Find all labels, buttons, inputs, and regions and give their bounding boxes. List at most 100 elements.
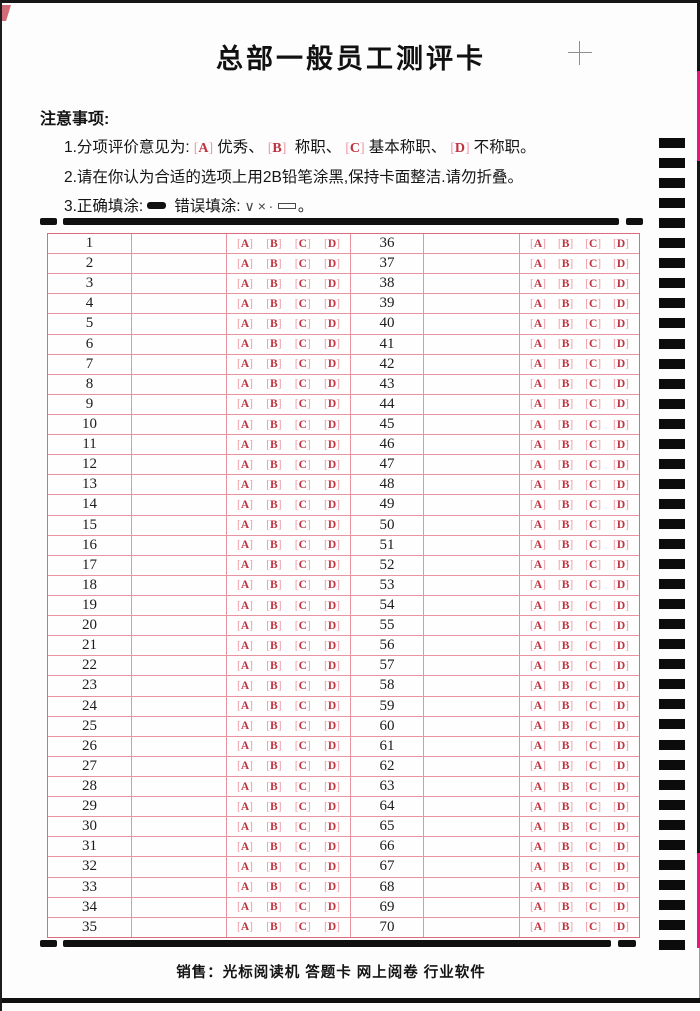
bubble-q35-d[interactable]: [D] xyxy=(323,921,340,934)
bubble-q21-c[interactable]: [C] xyxy=(294,639,311,652)
bubble-q23-d[interactable]: [D] xyxy=(323,679,340,692)
bubble-q1-a[interactable]: [A] xyxy=(237,237,253,250)
bubble-q65-a[interactable]: [A] xyxy=(530,820,546,833)
bubble-q2-c[interactable]: [C] xyxy=(294,257,311,270)
bubble-q4-c[interactable]: [C] xyxy=(294,297,311,310)
bubble-q36-c[interactable]: [C] xyxy=(585,237,602,250)
bubble-q37-b[interactable]: [B] xyxy=(557,257,574,270)
bubble-q62-b[interactable]: [B] xyxy=(557,760,574,773)
bubble-q12-d[interactable]: [D] xyxy=(323,458,340,471)
bubble-q36-a[interactable]: [A] xyxy=(530,237,546,250)
bubble-q30-c[interactable]: [C] xyxy=(294,820,311,833)
bubble-q53-d[interactable]: [D] xyxy=(612,579,629,592)
bubble-q5-d[interactable]: [D] xyxy=(323,317,340,330)
bubble-q39-d[interactable]: [D] xyxy=(612,297,629,310)
bubble-q38-b[interactable]: [B] xyxy=(557,277,574,290)
bubble-q41-b[interactable]: [B] xyxy=(557,338,574,351)
bubble-q41-c[interactable]: [C] xyxy=(585,338,602,351)
bubble-q40-d[interactable]: [D] xyxy=(612,317,629,330)
bubble-q31-c[interactable]: [C] xyxy=(294,840,311,853)
bubble-q69-a[interactable]: [A] xyxy=(530,901,546,914)
bubble-q14-c[interactable]: [C] xyxy=(294,498,311,511)
bubble-q28-c[interactable]: [C] xyxy=(294,780,311,793)
bubble-q35-c[interactable]: [C] xyxy=(294,921,311,934)
bubble-q31-a[interactable]: [A] xyxy=(237,840,253,853)
bubble-q35-a[interactable]: [A] xyxy=(237,921,253,934)
bubble-q3-c[interactable]: [C] xyxy=(294,277,311,290)
bubble-q14-b[interactable]: [B] xyxy=(266,498,282,511)
bubble-q58-a[interactable]: [A] xyxy=(530,679,546,692)
bubble-q49-b[interactable]: [B] xyxy=(557,498,574,511)
bubble-q24-b[interactable]: [B] xyxy=(266,700,282,713)
bubble-q39-a[interactable]: [A] xyxy=(530,297,546,310)
bubble-q42-c[interactable]: [C] xyxy=(585,358,602,371)
bubble-q53-a[interactable]: [A] xyxy=(530,579,546,592)
bubble-q10-a[interactable]: [A] xyxy=(237,418,253,431)
bubble-q27-a[interactable]: [A] xyxy=(237,760,253,773)
bubble-q55-d[interactable]: [D] xyxy=(612,619,629,632)
bubble-q49-d[interactable]: [D] xyxy=(612,498,629,511)
bubble-q46-c[interactable]: [C] xyxy=(585,438,602,451)
bubble-q60-c[interactable]: [C] xyxy=(585,720,602,733)
bubble-q63-a[interactable]: [A] xyxy=(530,780,546,793)
bubble-q24-d[interactable]: [D] xyxy=(323,700,340,713)
bubble-q12-b[interactable]: [B] xyxy=(266,458,282,471)
bubble-q43-b[interactable]: [B] xyxy=(557,378,574,391)
bubble-q6-d[interactable]: [D] xyxy=(323,338,340,351)
bubble-q35-b[interactable]: [B] xyxy=(266,921,282,934)
bubble-q9-b[interactable]: [B] xyxy=(266,398,282,411)
bubble-q42-a[interactable]: [A] xyxy=(530,358,546,371)
bubble-q19-c[interactable]: [C] xyxy=(294,599,311,612)
bubble-q67-b[interactable]: [B] xyxy=(557,860,574,873)
bubble-q13-a[interactable]: [A] xyxy=(237,478,253,491)
bubble-q53-b[interactable]: [B] xyxy=(557,579,574,592)
bubble-q21-d[interactable]: [D] xyxy=(323,639,340,652)
bubble-q14-a[interactable]: [A] xyxy=(237,498,253,511)
bubble-q57-b[interactable]: [B] xyxy=(557,659,574,672)
bubble-q8-c[interactable]: [C] xyxy=(294,378,311,391)
bubble-q57-a[interactable]: [A] xyxy=(530,659,546,672)
bubble-q62-a[interactable]: [A] xyxy=(530,760,546,773)
bubble-q15-b[interactable]: [B] xyxy=(266,519,282,532)
bubble-q33-b[interactable]: [B] xyxy=(266,881,282,894)
bubble-q29-d[interactable]: [D] xyxy=(323,800,340,813)
bubble-q7-d[interactable]: [D] xyxy=(323,358,340,371)
bubble-q46-a[interactable]: [A] xyxy=(530,438,546,451)
bubble-q5-c[interactable]: [C] xyxy=(294,317,311,330)
bubble-q60-a[interactable]: [A] xyxy=(530,720,546,733)
bubble-q37-d[interactable]: [D] xyxy=(612,257,629,270)
bubble-q65-c[interactable]: [C] xyxy=(585,820,602,833)
bubble-q50-b[interactable]: [B] xyxy=(557,519,574,532)
bubble-q51-c[interactable]: [C] xyxy=(585,539,602,552)
bubble-q6-c[interactable]: [C] xyxy=(294,338,311,351)
bubble-q24-a[interactable]: [A] xyxy=(237,700,253,713)
bubble-q33-d[interactable]: [D] xyxy=(323,881,340,894)
bubble-q16-c[interactable]: [C] xyxy=(294,539,311,552)
bubble-q48-a[interactable]: [A] xyxy=(530,478,546,491)
bubble-q4-a[interactable]: [A] xyxy=(237,297,253,310)
bubble-q58-b[interactable]: [B] xyxy=(557,679,574,692)
bubble-q6-a[interactable]: [A] xyxy=(237,338,253,351)
bubble-q59-b[interactable]: [B] xyxy=(557,700,574,713)
bubble-q21-a[interactable]: [A] xyxy=(237,639,253,652)
bubble-q49-c[interactable]: [C] xyxy=(585,498,602,511)
bubble-q70-d[interactable]: [D] xyxy=(612,921,629,934)
bubble-q49-a[interactable]: [A] xyxy=(530,498,546,511)
bubble-q60-b[interactable]: [B] xyxy=(557,720,574,733)
bubble-q55-b[interactable]: [B] xyxy=(557,619,574,632)
bubble-q51-b[interactable]: [B] xyxy=(557,539,574,552)
bubble-q61-c[interactable]: [C] xyxy=(585,740,602,753)
bubble-q68-a[interactable]: [A] xyxy=(530,881,546,894)
bubble-q30-b[interactable]: [B] xyxy=(266,820,282,833)
bubble-q21-b[interactable]: [B] xyxy=(266,639,282,652)
bubble-q70-b[interactable]: [B] xyxy=(557,921,574,934)
bubble-q44-d[interactable]: [D] xyxy=(612,398,629,411)
bubble-q28-b[interactable]: [B] xyxy=(266,780,282,793)
bubble-q62-c[interactable]: [C] xyxy=(585,760,602,773)
bubble-q38-a[interactable]: [A] xyxy=(530,277,546,290)
bubble-q12-a[interactable]: [A] xyxy=(237,458,253,471)
bubble-q7-c[interactable]: [C] xyxy=(294,358,311,371)
bubble-q20-d[interactable]: [D] xyxy=(323,619,340,632)
bubble-q25-b[interactable]: [B] xyxy=(266,720,282,733)
bubble-q53-c[interactable]: [C] xyxy=(585,579,602,592)
